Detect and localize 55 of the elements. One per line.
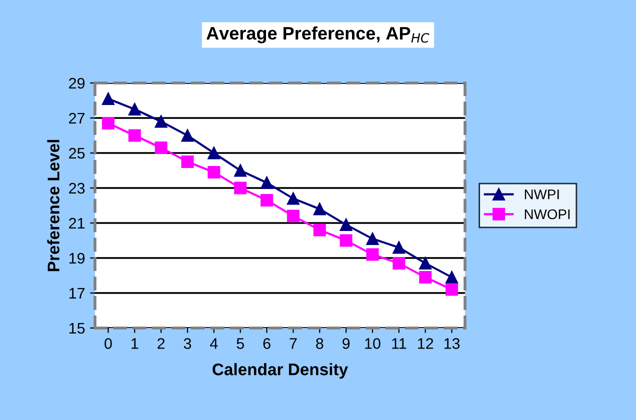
point — [286, 192, 300, 205]
point — [102, 92, 114, 105]
point — [234, 182, 247, 194]
y-tick-label: 23 — [69, 182, 85, 194]
x-tick-label: 4 — [210, 338, 218, 349]
point — [208, 166, 220, 178]
y-tick-label: 17 — [69, 288, 85, 299]
x-tick-label: 0 — [104, 338, 112, 349]
legend-label: NWOPI — [524, 209, 570, 220]
legend-label: NWPI — [524, 190, 559, 200]
point — [234, 164, 247, 177]
point — [419, 271, 432, 284]
point — [313, 202, 326, 216]
point — [392, 257, 406, 270]
y-tick-label: 27 — [69, 112, 85, 124]
y-tick-label: 19 — [69, 252, 85, 264]
y-tick-label: 25 — [69, 148, 85, 159]
point — [446, 283, 458, 296]
point — [260, 194, 274, 206]
point — [154, 115, 168, 128]
point — [340, 234, 352, 247]
y-axis-title: Preference Level — [47, 140, 60, 272]
point — [128, 103, 141, 116]
x-tick-label: 3 — [184, 338, 192, 349]
x-tick-label: 2 — [158, 338, 165, 349]
point — [392, 241, 406, 254]
x-tick-label: 7 — [290, 338, 297, 349]
x-tick-label: 1 — [132, 338, 138, 349]
x-tick-label: 9 — [342, 338, 350, 349]
x-tick-label: 8 — [316, 338, 324, 349]
x-tick-label: 5 — [236, 338, 244, 349]
point — [181, 156, 194, 168]
point — [446, 271, 458, 284]
point — [208, 146, 220, 160]
point — [366, 248, 379, 261]
point — [340, 218, 352, 231]
point — [181, 129, 194, 142]
point — [260, 176, 274, 189]
y-tick-label: 29 — [69, 78, 85, 89]
x-tick-label: 11 — [392, 338, 406, 349]
point — [128, 129, 141, 142]
y-tick-label: 15 — [69, 323, 85, 334]
point — [286, 210, 300, 222]
point — [102, 117, 114, 130]
x-tick-label: 13 — [444, 338, 460, 349]
point — [313, 224, 326, 236]
x-tick-label: 12 — [418, 338, 434, 349]
point — [154, 142, 168, 154]
point — [419, 257, 432, 270]
x-tick-label: 6 — [263, 338, 270, 349]
x-axis-title: Calendar Density — [212, 363, 348, 379]
point — [366, 232, 379, 245]
x-tick-label: 10 — [365, 338, 380, 349]
y-tick-label: 21 — [69, 218, 85, 229]
chart-title: Average Preference, AP$_{HC}$ — [206, 26, 430, 44]
